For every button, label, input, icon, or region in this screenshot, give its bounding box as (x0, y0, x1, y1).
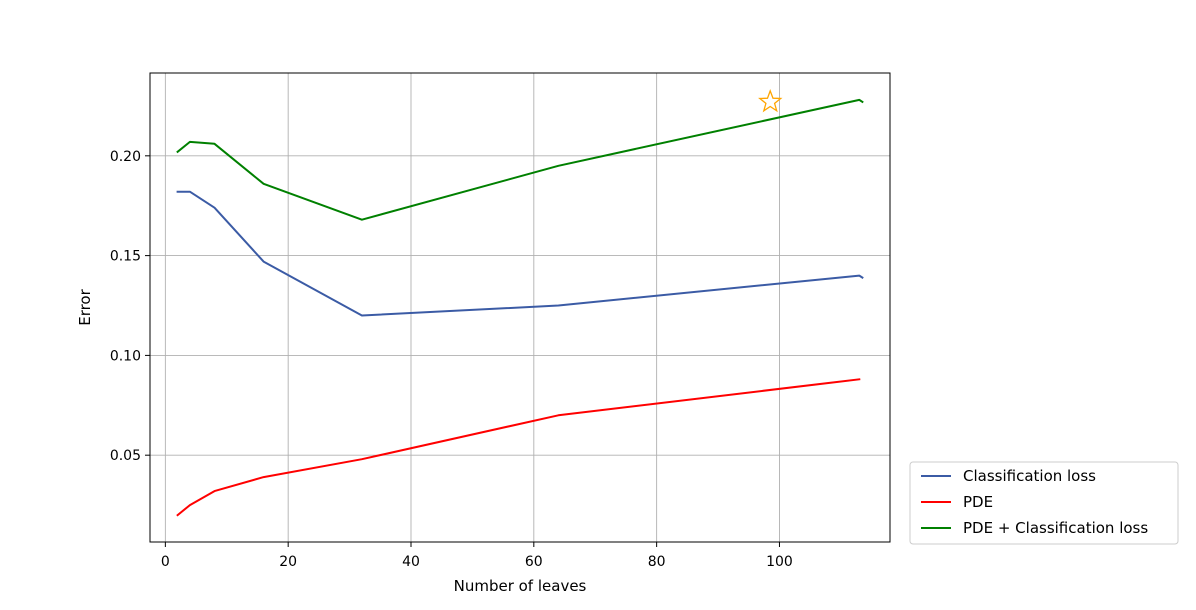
y-axis-label: Error (76, 288, 94, 325)
grid (150, 73, 890, 542)
x-axis-ticks: 0 20 40 60 80 100 (161, 542, 793, 570)
x-tick-label: 40 (402, 554, 420, 570)
y-tick-label: 0.05 (110, 448, 141, 464)
star-outline-icon (758, 89, 783, 113)
y-axis-ticks: 0.05 0.10 0.15 0.20 (110, 149, 150, 464)
series-lines (176, 98, 864, 517)
plot-area-frame (149, 72, 891, 543)
x-axis-label: Number of leaves (454, 577, 587, 595)
legend-box (909, 461, 1179, 545)
series-line-1 (176, 378, 861, 517)
series-line-2 (176, 98, 864, 221)
legend-label-2: PDE + Classification loss (963, 519, 1148, 537)
legend: Classification loss PDE PDE + Classificati… (909, 461, 1179, 545)
annotations (758, 89, 783, 113)
series-line-0 (176, 190, 864, 317)
y-tick-label: 0.10 (110, 348, 141, 364)
x-tick-label: 0 (161, 554, 170, 570)
x-tick-label: 100 (766, 554, 793, 570)
x-tick-label: 60 (525, 554, 543, 570)
y-tick-label: 0.15 (110, 249, 141, 265)
x-tick-label: 80 (648, 554, 666, 570)
legend-label-1: PDE (963, 493, 993, 511)
x-tick-label: 20 (279, 554, 297, 570)
legend-label-0: Classification loss (963, 467, 1096, 485)
y-tick-label: 0.20 (110, 149, 141, 165)
